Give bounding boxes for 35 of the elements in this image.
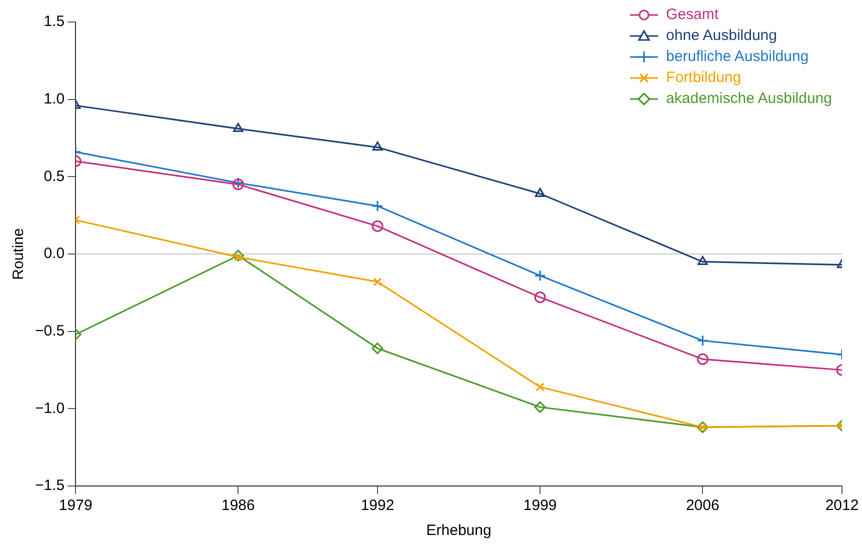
- point: [696, 353, 708, 365]
- y-axis-title: Routine: [10, 228, 28, 280]
- legend-label: ohne Ausbildung: [666, 26, 777, 46]
- legend-label: Fortbildung: [666, 68, 742, 88]
- point: [536, 382, 544, 392]
- legend-label: akademische Ausbildung: [666, 89, 832, 109]
- legend-label: berufliche Ausbildung: [666, 47, 809, 67]
- x-tick-label: 2012: [825, 497, 859, 514]
- point: [372, 220, 384, 232]
- point: [233, 122, 244, 132]
- point: [534, 401, 546, 413]
- point: [534, 270, 546, 282]
- y-tick-label: −1.0: [34, 400, 65, 417]
- x-tick-label: 1986: [221, 497, 255, 514]
- y-tick-label: −1.5: [34, 477, 65, 494]
- point: [232, 250, 244, 262]
- y-tick-label: 1.0: [44, 90, 65, 108]
- point: [534, 292, 546, 304]
- x-tick-label: 1999: [523, 497, 557, 514]
- y-tick-label: 0.0: [44, 245, 65, 262]
- x-tick-label: 2006: [686, 497, 720, 514]
- x-axis-title: Erhebung: [426, 522, 492, 540]
- point: [372, 342, 384, 354]
- x-tick-label: 1979: [58, 497, 92, 514]
- point: [698, 256, 708, 266]
- x-tick-label: 1992: [360, 497, 394, 514]
- y-tick-label: −0.5: [34, 322, 65, 340]
- legend-label: Gesamt: [666, 5, 719, 25]
- point: [372, 200, 384, 212]
- point: [373, 278, 382, 286]
- point: [372, 141, 383, 151]
- point: [696, 334, 708, 346]
- y-tick-label: 0.5: [44, 168, 65, 185]
- point: [534, 188, 546, 197]
- y-tick-label: 1.5: [44, 13, 65, 30]
